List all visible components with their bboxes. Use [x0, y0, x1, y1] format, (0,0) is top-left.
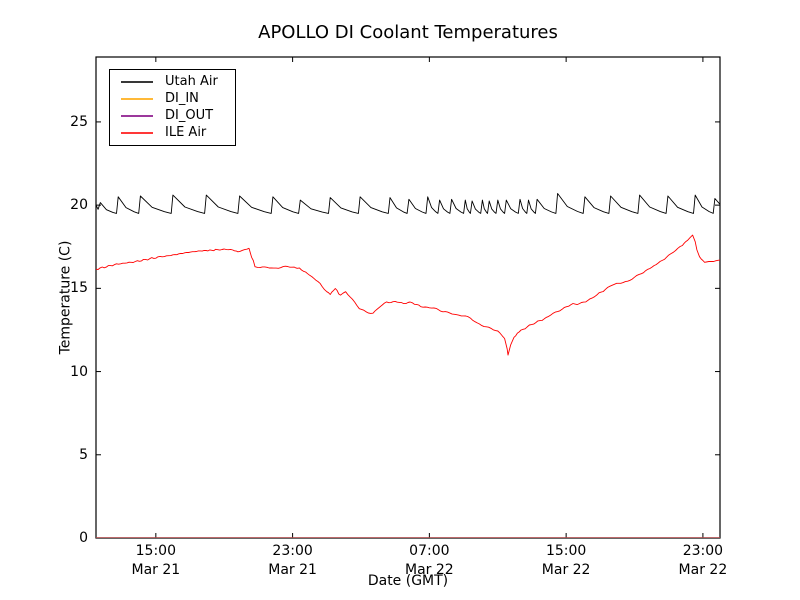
x-tick-time: 23:00 — [682, 543, 724, 559]
x-tick-date: Mar 22 — [541, 562, 591, 578]
legend-line-sample-di-out — [121, 114, 153, 117]
legend-label: DI_OUT — [165, 108, 214, 123]
x-tick-label: 07:00 Mar 22 — [384, 542, 474, 580]
x-tick-date: Mar 21 — [268, 562, 317, 578]
legend-line-sample-utah-air — [121, 80, 153, 83]
x-tick-time: 07:00 — [409, 543, 450, 559]
x-axis-label: Date (GMT) — [367, 573, 449, 589]
x-tick-time: 23:00 — [272, 543, 313, 559]
legend-item: DI_IN — [110, 90, 235, 107]
y-tick-label: 0 — [79, 530, 88, 546]
x-tick-label: 23:00 Mar 22 — [658, 542, 748, 580]
x-tick-label: 15:00 Mar 22 — [521, 542, 611, 580]
x-tick-date: Mar 22 — [678, 562, 728, 578]
legend-line-sample-ile-air — [121, 131, 153, 134]
x-tick-label: 15:00 Mar 21 — [111, 542, 201, 580]
y-tick-label: 20 — [70, 197, 88, 214]
y-tick-label: 15 — [70, 280, 88, 297]
legend-line-sample-di-in — [121, 97, 153, 100]
legend-label: ILE Air — [165, 125, 207, 140]
legend-label: DI_IN — [165, 91, 199, 106]
legend-item: ILE Air — [110, 124, 235, 141]
chart-title: APOLLO DI Coolant Temperatures — [258, 22, 558, 43]
legend: Utah Air DI_IN DI_OUT ILE Air — [109, 69, 236, 146]
legend-item: Utah Air — [110, 73, 235, 90]
legend-label: Utah Air — [165, 74, 218, 89]
y-tick-label: 5 — [79, 446, 88, 463]
x-tick-time: 15:00 — [135, 543, 176, 559]
x-tick-label: 23:00 Mar 21 — [248, 542, 338, 580]
y-tick-label: 10 — [70, 363, 88, 380]
x-tick-date: Mar 21 — [131, 562, 181, 578]
y-tick-label: 25 — [70, 113, 88, 130]
x-tick-time: 15:00 — [545, 543, 587, 559]
x-tick-date: Mar 22 — [405, 562, 454, 578]
legend-item: DI_OUT — [110, 107, 235, 124]
